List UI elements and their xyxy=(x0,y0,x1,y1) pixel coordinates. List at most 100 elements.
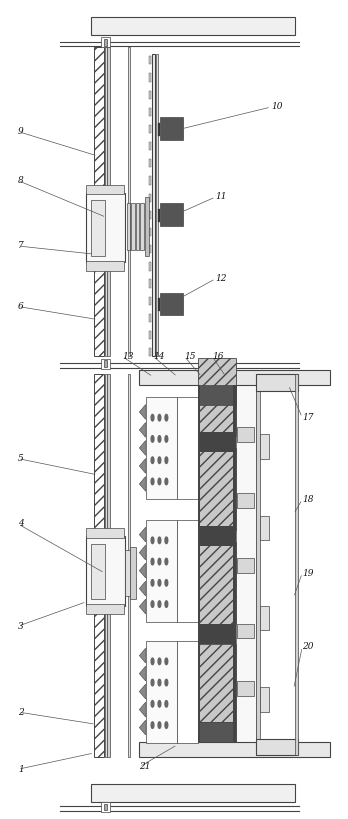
Circle shape xyxy=(165,478,168,485)
Circle shape xyxy=(158,478,161,485)
Bar xyxy=(149,108,151,116)
Circle shape xyxy=(151,580,154,586)
Bar xyxy=(86,528,125,538)
Text: 10: 10 xyxy=(271,102,283,111)
Bar xyxy=(149,279,151,287)
Bar xyxy=(260,687,269,712)
Circle shape xyxy=(151,414,154,421)
Bar xyxy=(139,742,330,757)
Bar xyxy=(86,184,125,194)
Bar xyxy=(149,125,151,133)
Polygon shape xyxy=(139,527,145,542)
Bar xyxy=(91,544,105,600)
Polygon shape xyxy=(139,545,145,560)
Bar xyxy=(149,245,151,253)
Bar xyxy=(256,374,298,391)
Bar xyxy=(140,202,144,250)
Circle shape xyxy=(158,414,161,421)
Text: 5: 5 xyxy=(18,454,24,463)
Bar xyxy=(125,550,130,596)
Bar xyxy=(145,397,177,500)
Bar xyxy=(236,385,256,742)
Bar xyxy=(198,385,200,742)
Polygon shape xyxy=(139,649,145,663)
Bar xyxy=(130,547,136,600)
Circle shape xyxy=(158,679,161,686)
Polygon shape xyxy=(139,477,145,491)
Bar xyxy=(91,200,105,256)
Text: 13: 13 xyxy=(122,352,134,361)
Bar xyxy=(145,197,149,256)
Bar xyxy=(91,784,295,802)
Circle shape xyxy=(165,658,168,664)
Circle shape xyxy=(165,436,168,442)
Bar xyxy=(198,722,236,742)
Bar xyxy=(149,74,151,82)
Polygon shape xyxy=(139,600,145,614)
Polygon shape xyxy=(139,581,145,596)
Circle shape xyxy=(165,679,168,686)
Text: 18: 18 xyxy=(302,495,314,504)
Bar xyxy=(149,91,151,99)
Bar xyxy=(198,645,236,722)
Text: 11: 11 xyxy=(216,192,227,201)
Circle shape xyxy=(165,414,168,421)
Circle shape xyxy=(158,580,161,586)
Bar xyxy=(104,39,108,46)
Polygon shape xyxy=(139,423,145,437)
Circle shape xyxy=(151,457,154,464)
Text: 6: 6 xyxy=(18,302,24,311)
Bar xyxy=(145,641,177,743)
Bar xyxy=(158,123,160,136)
Bar xyxy=(101,359,110,369)
Text: 12: 12 xyxy=(216,274,227,283)
Text: 8: 8 xyxy=(18,176,24,185)
Bar xyxy=(158,298,160,311)
Circle shape xyxy=(158,559,161,565)
Bar xyxy=(149,57,151,65)
Polygon shape xyxy=(139,441,145,455)
Bar xyxy=(131,202,135,250)
Bar xyxy=(237,428,254,442)
Bar xyxy=(198,448,236,530)
Bar xyxy=(158,209,160,222)
Text: 2: 2 xyxy=(18,708,24,717)
Circle shape xyxy=(165,722,168,728)
Polygon shape xyxy=(139,684,145,699)
Bar xyxy=(198,542,236,624)
Bar xyxy=(127,202,130,250)
Bar xyxy=(104,803,108,810)
Bar xyxy=(177,520,198,622)
Bar xyxy=(260,606,269,631)
Bar xyxy=(128,48,130,356)
Text: 1: 1 xyxy=(18,765,24,774)
Circle shape xyxy=(158,601,161,608)
Bar xyxy=(237,681,254,695)
Bar xyxy=(160,117,183,140)
Bar xyxy=(152,54,155,356)
Bar xyxy=(260,434,269,459)
Bar xyxy=(160,203,183,226)
Bar xyxy=(86,192,126,262)
Circle shape xyxy=(158,457,161,464)
Circle shape xyxy=(165,457,168,464)
Circle shape xyxy=(151,436,154,442)
Polygon shape xyxy=(139,563,145,578)
Circle shape xyxy=(158,700,161,707)
Bar xyxy=(108,374,110,757)
Circle shape xyxy=(165,700,168,707)
Polygon shape xyxy=(139,702,145,717)
Circle shape xyxy=(158,436,161,442)
Bar xyxy=(86,604,125,614)
Circle shape xyxy=(158,722,161,728)
Text: 14: 14 xyxy=(153,352,165,361)
Bar xyxy=(128,374,130,757)
Bar xyxy=(101,38,110,48)
Circle shape xyxy=(165,559,168,565)
Bar xyxy=(139,370,330,385)
Bar xyxy=(149,160,151,168)
Bar xyxy=(149,348,151,356)
Circle shape xyxy=(165,537,168,544)
Text: 21: 21 xyxy=(139,762,151,771)
Circle shape xyxy=(151,679,154,686)
